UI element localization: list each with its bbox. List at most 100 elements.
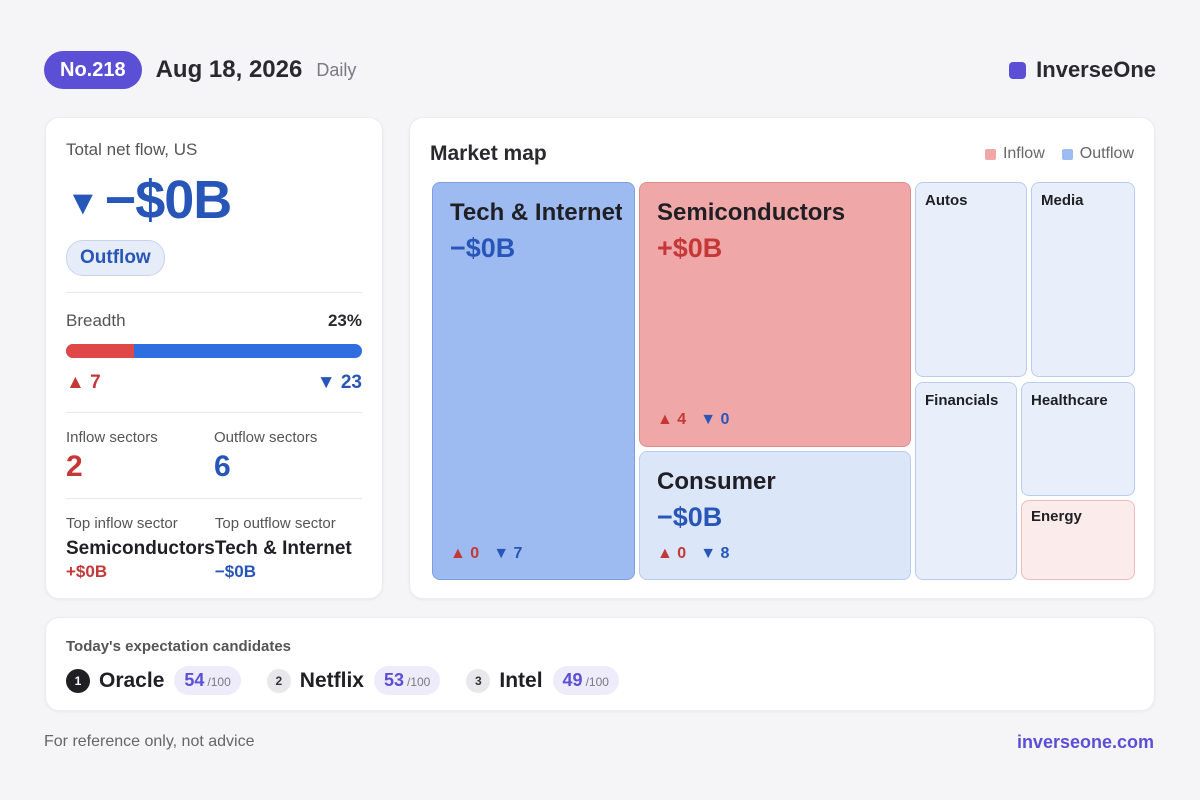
- market-map-card: Market map Inflow Outflow Tech & Interne…: [409, 117, 1155, 599]
- website-link[interactable]: inverseone.com: [1016, 732, 1154, 752]
- brand[interactable]: InverseOne: [1009, 57, 1156, 83]
- down-count: ▼ 23: [317, 372, 362, 394]
- tile-counts: ▲ 4 ▼ 0: [657, 411, 729, 429]
- market-map-title: Market map: [430, 142, 547, 165]
- breadth-bar: [66, 344, 362, 358]
- inflow-sectors-label: Inflow sectors: [66, 429, 158, 446]
- up-triangle-icon: ▲: [66, 372, 85, 393]
- tile-counts: ▲ 0 ▼ 8: [657, 545, 729, 563]
- top-inflow-value: +$0B: [66, 562, 108, 581]
- score-badge: 49/100: [552, 666, 619, 695]
- report-frequency: Daily: [316, 59, 357, 80]
- tile-up-value: 4: [677, 411, 687, 428]
- tile-financials[interactable]: Financials: [915, 382, 1017, 580]
- down-triangle-icon: ▼: [66, 184, 100, 222]
- disclaimer: For reference only, not advice: [44, 733, 255, 750]
- market-map-legend: Inflow Outflow: [968, 145, 1134, 163]
- brand-name: InverseOne: [1036, 57, 1156, 82]
- rank-badge: 3: [466, 668, 491, 693]
- expectation-candidates-card: Today's expectation candidates 1 Oracle …: [45, 617, 1155, 711]
- score-denominator: /100: [207, 675, 231, 689]
- tile-value: −$0B: [657, 502, 723, 532]
- candidate-name: Intel: [499, 668, 543, 692]
- tile-up-value: 0: [677, 545, 687, 562]
- top-inflow-label: Top inflow sector: [66, 515, 178, 532]
- top-inflow-name: Semiconductors: [66, 538, 215, 559]
- tile-name: Autos: [925, 192, 968, 209]
- tile-tech-internet[interactable]: Tech & Internet −$0B ▲ 0 ▼ 7: [432, 182, 635, 580]
- top-inflow: Top inflow sector Semiconductors +$0B: [66, 515, 215, 582]
- inflow-swatch: [984, 148, 996, 160]
- tile-down-count: ▼ 8: [700, 545, 730, 562]
- candidate-name: Netflix: [299, 668, 364, 692]
- report-date: Aug 18, 2026: [155, 56, 303, 83]
- tile-value: +$0B: [657, 233, 723, 263]
- breadth-bar-fill: [66, 344, 135, 358]
- score-value: 53: [383, 670, 404, 690]
- candidate-item[interactable]: 2 Netflix 53/100: [266, 666, 441, 695]
- top-outflow-label: Top outflow sector: [214, 515, 336, 532]
- outflow-swatch: [1061, 148, 1073, 160]
- tile-value: −$0B: [450, 233, 516, 263]
- up-count: ▲ 7: [66, 372, 101, 394]
- tile-down-count: ▼ 0: [700, 411, 730, 428]
- breadth-percent: 23%: [327, 311, 362, 330]
- legend-outflow-label: Outflow: [1079, 145, 1134, 162]
- down-count-value: 23: [340, 372, 362, 393]
- tile-autos[interactable]: Autos: [915, 182, 1027, 377]
- legend-outflow: Outflow: [1061, 145, 1134, 163]
- tile-down-value: 8: [720, 545, 730, 562]
- tile-media[interactable]: Media: [1031, 182, 1135, 377]
- tile-consumer[interactable]: Consumer −$0B ▲ 0 ▼ 8: [639, 451, 911, 580]
- tile-name: Tech & Internet: [450, 199, 622, 226]
- tile-down-value: 0: [720, 411, 730, 428]
- legend-inflow: Inflow: [984, 145, 1045, 163]
- tile-name: Healthcare: [1031, 392, 1108, 409]
- divider: [66, 292, 362, 293]
- outflow-sectors: Outflow sectors 6: [214, 429, 362, 484]
- breadth-header: Breadth 23%: [66, 311, 362, 331]
- tile-name: Energy: [1031, 508, 1082, 525]
- top-outflow-value: −$0B: [214, 562, 256, 581]
- header: No.218 Aug 18, 2026 Daily InverseOne: [44, 51, 1156, 89]
- brand-logo-icon: [1009, 61, 1027, 79]
- tile-up-count: ▲ 4: [657, 411, 687, 428]
- net-flow-amount: −$0B: [104, 170, 233, 230]
- score-denominator: /100: [585, 675, 609, 689]
- tile-up-value: 0: [470, 545, 480, 562]
- candidate-item[interactable]: 3 Intel 49/100: [466, 666, 619, 695]
- breadth-label: Breadth: [66, 311, 126, 330]
- tile-name: Media: [1041, 192, 1084, 209]
- score-value: 54: [184, 670, 205, 690]
- inflow-sectors: Inflow sectors 2: [66, 429, 214, 484]
- rank-badge: 2: [266, 668, 291, 693]
- tile-counts: ▲ 0 ▼ 7: [450, 545, 522, 563]
- net-flow-summary-card: Total net flow, US ▼ −$0B Outflow Breadt…: [45, 117, 383, 599]
- divider: [66, 412, 362, 413]
- net-flow-value: ▼ −$0B: [66, 168, 362, 232]
- up-count-value: 7: [90, 372, 101, 393]
- sector-counts: Inflow sectors 2 Outflow sectors 6: [66, 429, 362, 484]
- score-denominator: /100: [407, 675, 431, 689]
- down-triangle-icon: ▼: [316, 372, 336, 393]
- score-value: 49: [562, 670, 583, 690]
- tile-healthcare[interactable]: Healthcare: [1021, 382, 1135, 496]
- tile-name: Consumer: [657, 468, 776, 495]
- score-badge: 53/100: [373, 666, 441, 695]
- inflow-sectors-value: 2: [66, 450, 83, 483]
- top-outflow-name: Tech & Internet: [214, 538, 352, 559]
- net-flow-label: Total net flow, US: [66, 140, 198, 159]
- candidate-name: Oracle: [99, 668, 165, 692]
- outflow-sectors-label: Outflow sectors: [214, 429, 318, 446]
- tile-energy[interactable]: Energy: [1021, 500, 1135, 580]
- tile-name: Financials: [925, 392, 999, 409]
- issue-badge: No.218: [44, 51, 142, 89]
- tile-semiconductors[interactable]: Semiconductors +$0B ▲ 4 ▼ 0: [639, 182, 911, 447]
- tile-name: Semiconductors: [657, 199, 846, 226]
- flow-direction-badge: Outflow: [66, 240, 165, 276]
- tile-up-count: ▲ 0: [450, 545, 480, 562]
- candidate-item[interactable]: 1 Oracle 54/100: [66, 666, 241, 695]
- candidate-list: 1 Oracle 54/100 2 Netflix 53/100 3 Intel…: [66, 666, 1134, 695]
- outflow-sectors-value: 6: [214, 450, 231, 483]
- score-badge: 54/100: [174, 666, 241, 695]
